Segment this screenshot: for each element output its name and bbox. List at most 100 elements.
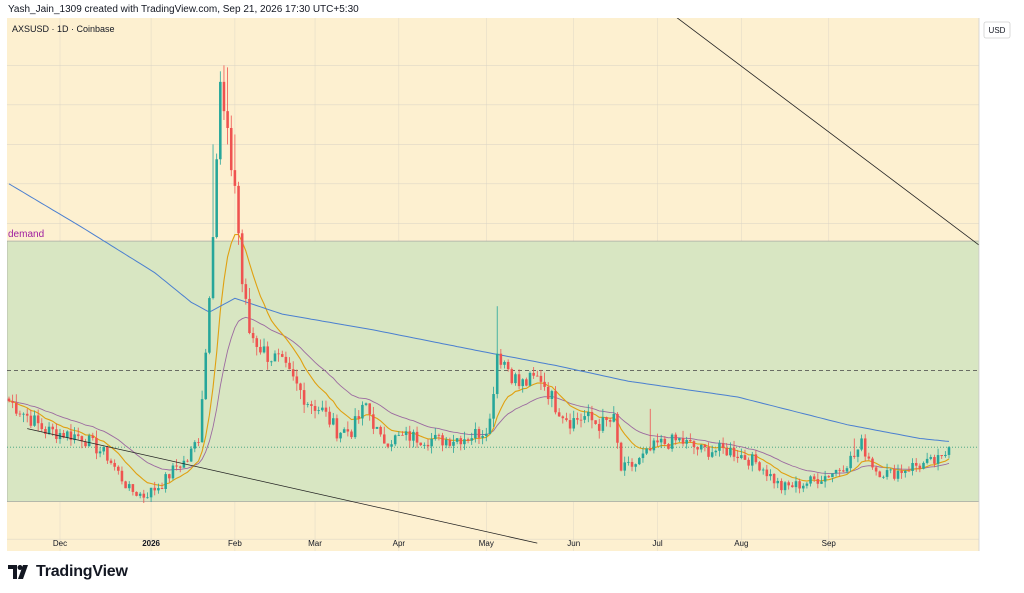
- candle-body: [441, 435, 444, 446]
- candle-body: [619, 442, 623, 471]
- candle-body: [171, 465, 175, 479]
- candle-body: [882, 476, 885, 478]
- candle-body: [251, 333, 255, 339]
- candle-body: [776, 480, 780, 484]
- candle-body: [189, 448, 193, 462]
- candle-body: [368, 403, 371, 415]
- candle-body: [736, 456, 739, 459]
- candle-body: [874, 467, 878, 472]
- candle-body: [270, 361, 273, 363]
- candle-body: [900, 470, 903, 473]
- candle-body: [871, 458, 874, 468]
- candle-body: [204, 352, 208, 400]
- candle-body: [638, 458, 641, 465]
- candle-body: [157, 488, 160, 491]
- candle-body: [743, 455, 747, 460]
- candle-body: [576, 418, 579, 420]
- candle-body: [893, 469, 896, 479]
- lower-trendline: [27, 428, 538, 544]
- candle-body: [889, 469, 892, 471]
- candle-body: [419, 442, 422, 446]
- candle-body: [215, 159, 218, 238]
- candle-body: [798, 481, 801, 489]
- upper-trendline: [676, 18, 980, 246]
- candle-body: [40, 423, 44, 430]
- candle-body: [69, 431, 73, 441]
- candle-body: [229, 127, 233, 171]
- x-tick-label: Mar: [308, 539, 322, 548]
- candle-body: [342, 429, 346, 433]
- candle-body: [95, 437, 98, 454]
- candle-body: [324, 407, 328, 412]
- candle-body: [780, 480, 783, 491]
- candle-body: [237, 185, 240, 234]
- candle-body: [914, 462, 918, 466]
- candle-body: [240, 233, 244, 285]
- candle-body: [812, 476, 816, 480]
- candle-body: [794, 481, 798, 488]
- candle-body: [627, 461, 630, 463]
- candle-body: [211, 237, 215, 299]
- candle-body: [401, 434, 404, 436]
- candle-body: [98, 451, 102, 454]
- candle-body: [302, 390, 306, 405]
- candle-body: [514, 374, 517, 384]
- candle-body: [310, 404, 313, 406]
- candle-body: [313, 405, 317, 411]
- candle-body: [175, 465, 178, 467]
- candle-body: [565, 418, 568, 421]
- candle-body: [47, 426, 51, 435]
- price-chart[interactable]: demand 0.60000.80001.00001.20001.40001.6…: [7, 18, 1024, 551]
- candle-body: [397, 434, 401, 436]
- candle-body: [878, 471, 882, 478]
- candle-body: [375, 426, 379, 429]
- candle-body: [623, 462, 627, 471]
- candle-body: [503, 361, 506, 365]
- candle-body: [186, 460, 189, 462]
- candle-body: [678, 438, 681, 441]
- candle-body: [648, 448, 652, 451]
- candle-body: [62, 432, 65, 438]
- candle-body: [168, 474, 171, 479]
- candle-body: [488, 418, 492, 434]
- candle-body: [754, 454, 758, 463]
- candle-body: [896, 470, 900, 479]
- candle-body: [692, 441, 696, 447]
- candle-body: [102, 446, 106, 452]
- candle-body: [25, 413, 29, 416]
- candle-body: [51, 426, 54, 430]
- candle-body: [583, 416, 586, 420]
- candle-body: [783, 482, 787, 491]
- candle-body: [506, 361, 510, 370]
- ma-long-line: [8, 183, 950, 442]
- candle-body: [437, 434, 441, 436]
- candle-body: [842, 470, 845, 472]
- candle-body: [448, 439, 452, 446]
- candle-body: [667, 443, 670, 449]
- candle-body: [528, 372, 532, 386]
- candle-body: [328, 411, 331, 425]
- candle-body: [222, 81, 226, 112]
- candle-body: [685, 439, 688, 444]
- candle-body: [510, 369, 514, 384]
- chart-credit: Yash_Jain_1309 created with TradingView.…: [8, 4, 359, 15]
- candle-body: [124, 481, 127, 489]
- candle-body: [233, 170, 237, 186]
- candle-body: [689, 439, 692, 442]
- candle-body: [947, 447, 951, 455]
- candle-body: [346, 429, 350, 432]
- demand-zone: [7, 240, 980, 502]
- candle-body: [452, 441, 455, 446]
- symbol-label[interactable]: AXSUSD · 1D · Coinbase: [12, 24, 115, 34]
- candle-body: [823, 476, 827, 482]
- time-axis[interactable]: Dec 2026 Feb Mar Apr May Jun Jul Aug Sep: [53, 539, 837, 548]
- candle-body: [634, 464, 637, 467]
- candle-body: [18, 413, 22, 415]
- candle-body: [485, 433, 488, 436]
- candle-body: [208, 298, 211, 353]
- candle-body: [656, 440, 659, 443]
- candle-body: [138, 493, 142, 496]
- candle-body: [703, 444, 707, 448]
- candle-body: [106, 446, 109, 461]
- candle-body: [718, 443, 721, 451]
